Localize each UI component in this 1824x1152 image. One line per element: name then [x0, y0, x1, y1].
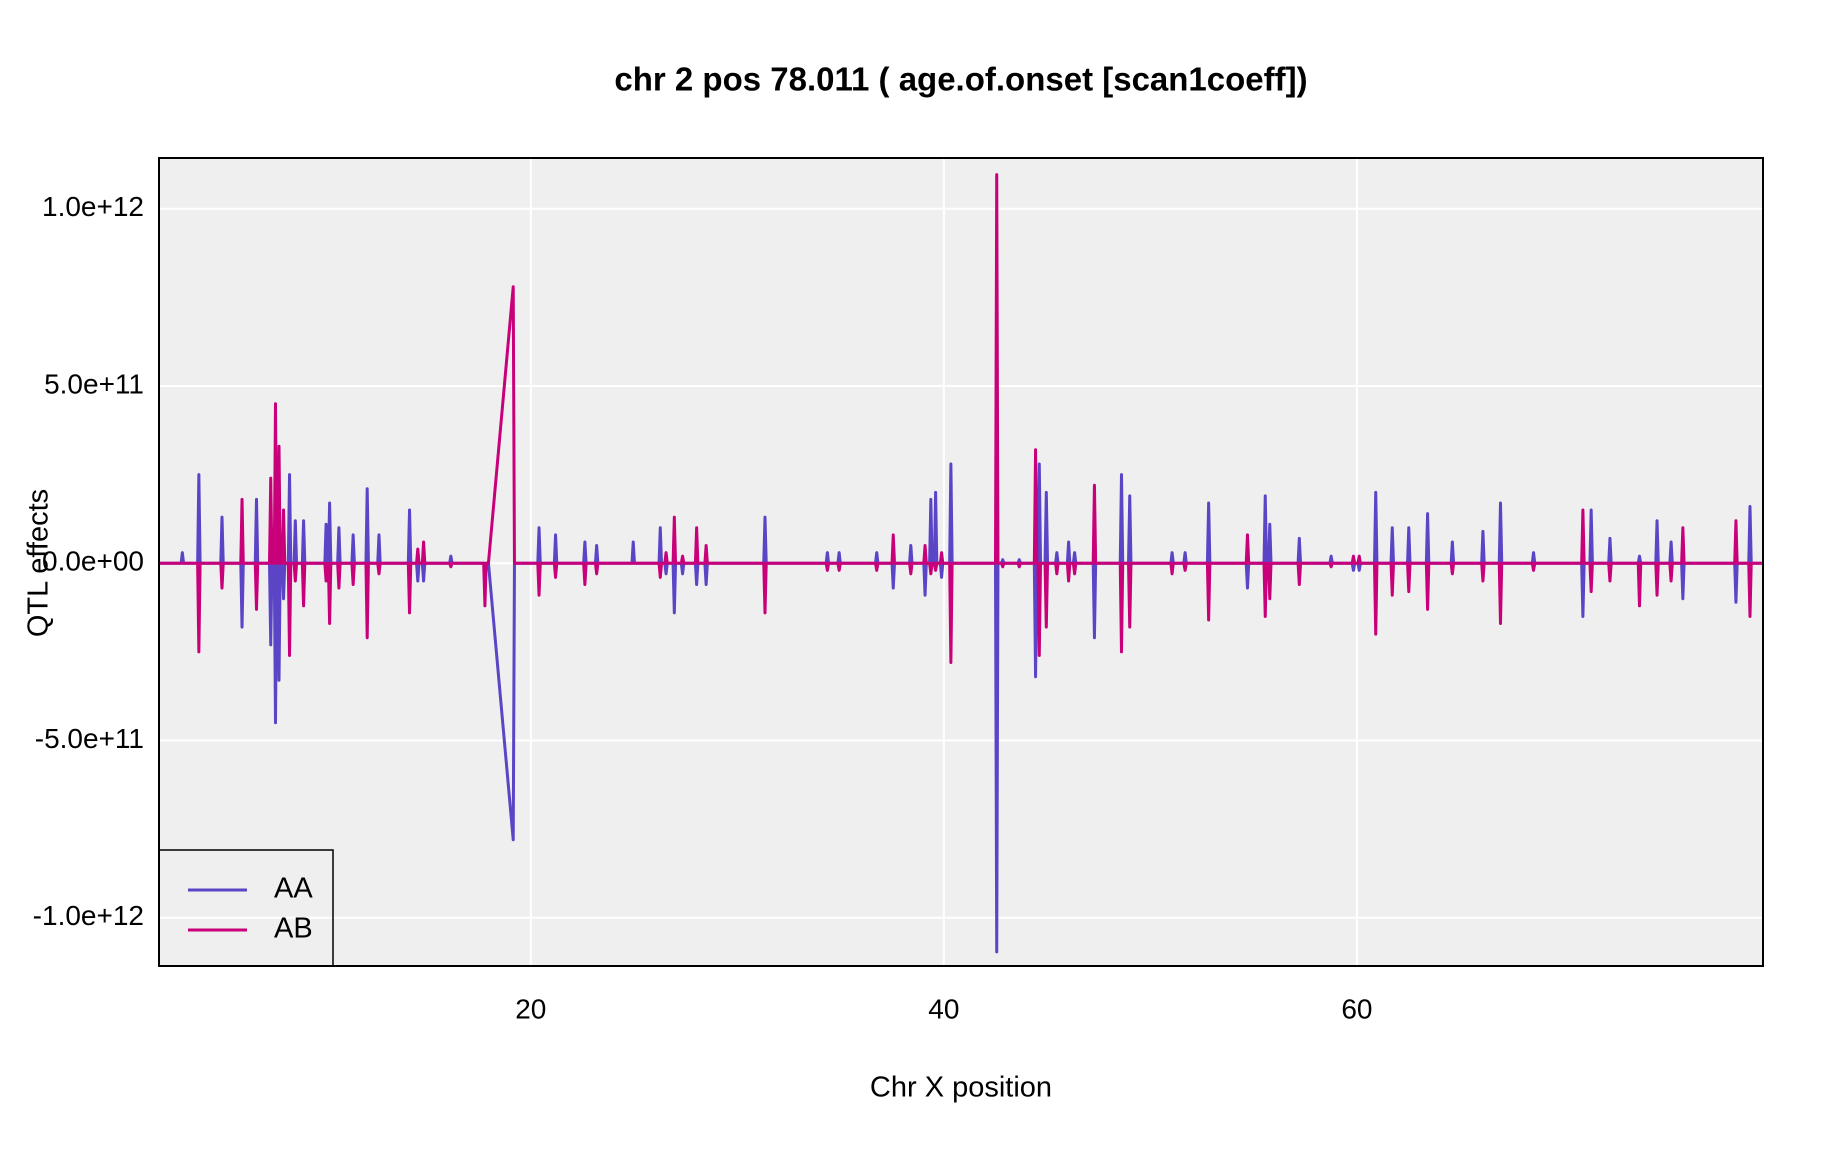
- y-axis-label: QTL effects: [23, 489, 55, 637]
- x-tick-label: 40: [928, 993, 959, 1024]
- series-line: [159, 173, 1762, 665]
- legend: AA AB: [158, 849, 334, 967]
- x-axis-label: Chr X position: [870, 1072, 1052, 1104]
- y-tick-label: -5.0e+11: [35, 723, 144, 754]
- chart-title: chr 2 pos 78.011 ( age.of.onset [scan1co…: [614, 61, 1307, 98]
- labels: 1.0e+12 5.0e+11 0.0e+00 -5.0e+11 -1.0e+12 20 4…: [33, 191, 1373, 1024]
- lines: [159, 173, 1762, 954]
- y-tick-label: 5.0e+11: [44, 368, 144, 399]
- y-tick-label: 1.0e+12: [42, 191, 144, 222]
- plot-frame: [158, 157, 1764, 967]
- legend-box: [158, 849, 334, 967]
- y-tick-label: 0.0e+00: [42, 546, 144, 577]
- x-tick-label: 60: [1341, 993, 1372, 1024]
- x-tick-label: 20: [515, 993, 546, 1024]
- y-tick-label: -1.0e+12: [33, 900, 144, 931]
- legend-label: AB: [274, 913, 313, 945]
- legend-label: AA: [274, 873, 313, 905]
